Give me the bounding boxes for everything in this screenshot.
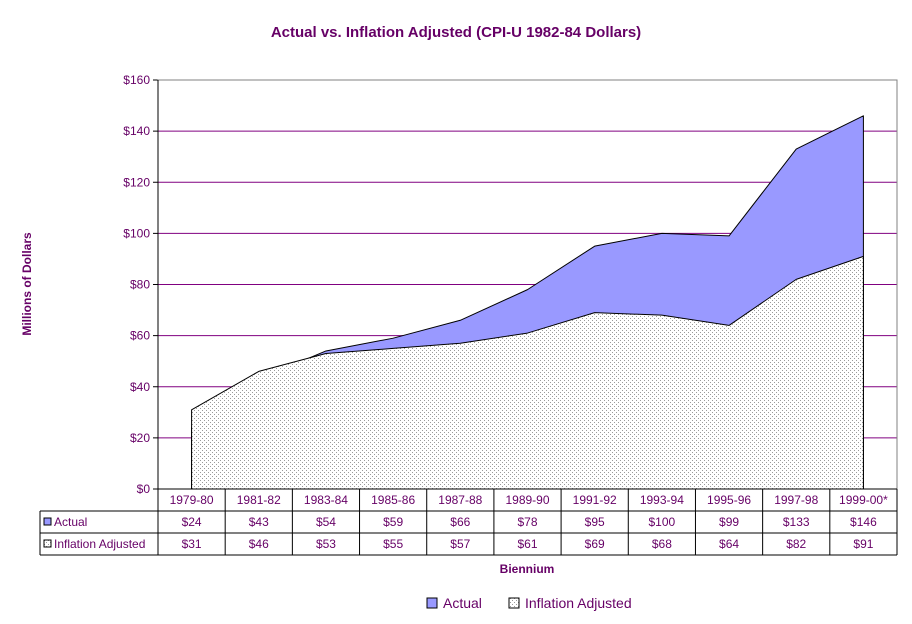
table-series-name: Actual (54, 515, 87, 529)
data-label: $43 (249, 515, 269, 529)
data-label: $66 (450, 515, 470, 529)
chart-title: Actual vs. Inflation Adjusted (CPI-U 198… (271, 24, 641, 41)
data-label: $46 (249, 537, 269, 551)
data-label: $69 (585, 537, 605, 551)
data-label: $82 (786, 537, 806, 551)
x-axis-label: Biennium (500, 562, 555, 576)
x-category-label: 1983-84 (304, 493, 348, 507)
x-category-label: 1987-88 (438, 493, 482, 507)
axes: $0 $20 $40 $60 $80 $100 $120 $140 $160 (123, 73, 898, 496)
y-tick-label: $0 (137, 482, 151, 496)
data-label: $99 (719, 515, 739, 529)
table-legend-key (43, 539, 52, 548)
data-label: $55 (383, 537, 403, 551)
data-label: $53 (316, 537, 336, 551)
legend-swatch (426, 597, 438, 609)
x-category-label: 1981-82 (237, 493, 281, 507)
series-areas (191, 115, 864, 490)
y-tick-label: $160 (123, 73, 150, 87)
data-label: $146 (850, 515, 877, 529)
area-inflation-adjusted (191, 255, 864, 490)
table-series-name: Inflation Adjusted (54, 537, 145, 551)
data-label: $78 (517, 515, 537, 529)
y-tick-label: $20 (130, 431, 150, 445)
data-label: $24 (182, 515, 202, 529)
data-label: $133 (783, 515, 810, 529)
x-category-label: 1999-00* (839, 493, 888, 507)
y-tick-label: $60 (130, 329, 150, 343)
data-label: $54 (316, 515, 336, 529)
legend-label: Inflation Adjusted (525, 595, 632, 611)
data-label: $64 (719, 537, 739, 551)
data-table: 1979-80 1981-82 1983-84 1985-86 1987-88 1989-… (39, 488, 898, 556)
y-tick-label: $140 (123, 124, 150, 138)
y-tick-label: $40 (130, 380, 150, 394)
y-tick-label: $100 (123, 226, 150, 240)
x-category-label: 1979-80 (170, 493, 214, 507)
y-axis-label: Millions of Dollars (20, 232, 34, 336)
legend: Actual Inflation Adjusted (426, 595, 632, 611)
data-label: $31 (182, 537, 202, 551)
data-label: $95 (585, 515, 605, 529)
x-category-label: 1997-98 (774, 493, 818, 507)
data-label: $91 (853, 537, 873, 551)
x-category-label: 1993-94 (640, 493, 684, 507)
x-category-label: 1991-92 (573, 493, 617, 507)
legend-label: Actual (443, 595, 482, 611)
table-legend-key (43, 517, 52, 526)
data-label: $57 (450, 537, 470, 551)
y-tick-label: $80 (130, 278, 150, 292)
data-label: $61 (517, 537, 537, 551)
data-label: $100 (649, 515, 676, 529)
y-tick-label: $120 (123, 175, 150, 189)
data-label: $68 (652, 537, 672, 551)
data-label: $59 (383, 515, 403, 529)
x-category-label: 1989-90 (505, 493, 549, 507)
x-category-label: 1985-86 (371, 493, 415, 507)
x-category-label: 1995-96 (707, 493, 751, 507)
legend-swatch (508, 597, 520, 609)
